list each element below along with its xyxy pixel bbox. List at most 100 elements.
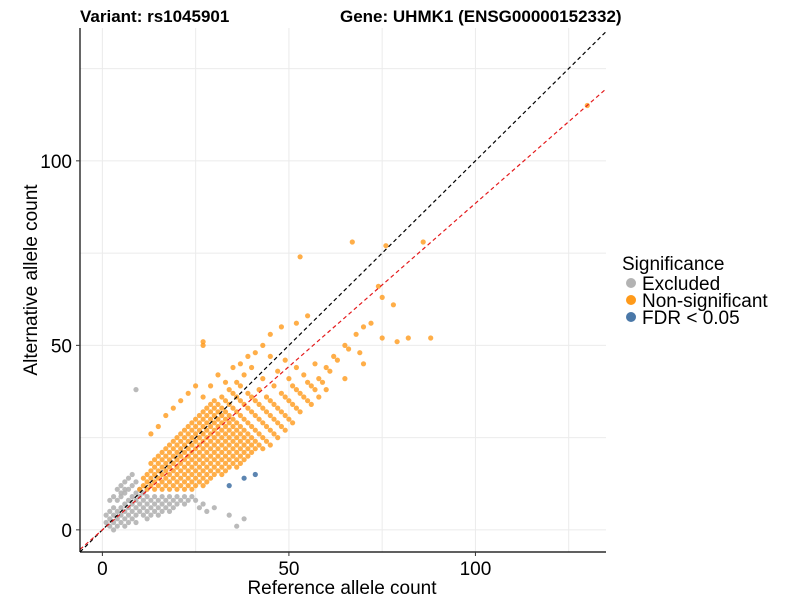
point-non-significant [249,423,255,430]
point-non-significant [222,416,229,422]
point-non-significant [249,394,255,400]
point-non-significant [234,435,240,441]
point-non-significant [226,464,232,470]
y-tick-label: 50 [51,336,72,357]
point-excluded [133,505,139,511]
point-non-significant [368,320,374,326]
point-non-significant [237,383,243,389]
point-non-significant [252,412,258,419]
point-non-significant [360,361,367,367]
point-non-significant [181,427,188,433]
point-non-significant [312,387,318,393]
point-non-significant [353,331,359,337]
point-non-significant [200,342,206,348]
point-excluded [122,501,128,507]
point-excluded [111,512,117,518]
point-non-significant [301,394,307,400]
legend-swatch-excluded [626,278,636,288]
legend-label-fdr: FDR < 0.05 [642,308,740,329]
point-non-significant [178,438,184,444]
point-excluded [129,483,135,489]
point-excluded [152,494,158,500]
point-non-significant [308,383,314,389]
point-non-significant [260,376,266,382]
point-excluded [111,505,117,511]
point-non-significant [174,457,180,463]
point-non-significant [159,449,165,455]
point-fdr-0-05 [252,471,258,478]
point-excluded [174,501,180,507]
point-excluded [241,516,247,522]
point-non-significant [204,427,210,433]
point-excluded [125,497,132,503]
point-excluded [137,501,143,507]
point-non-significant [140,475,146,481]
point-non-significant [282,394,288,400]
point-fdr-0-05 [226,483,232,489]
point-non-significant [286,416,292,422]
point-non-significant [144,486,150,492]
point-non-significant [181,435,188,441]
point-non-significant [323,387,329,393]
point-non-significant [178,431,184,437]
point-non-significant [193,431,199,437]
point-non-significant [200,416,206,422]
point-excluded [118,512,124,518]
point-excluded [226,512,232,518]
point-non-significant [185,431,191,437]
point-non-significant [159,486,165,492]
point-excluded [133,512,139,518]
point-non-significant [226,427,232,433]
point-non-significant [263,423,270,430]
point-excluded [114,497,120,503]
point-non-significant [189,435,195,441]
point-non-significant [346,346,352,352]
point-excluded [122,508,128,514]
point-non-significant [278,390,284,396]
point-excluded [125,512,132,518]
point-non-significant [152,471,158,478]
point-non-significant [208,475,214,481]
point-non-significant [275,420,281,426]
point-excluded [140,505,146,511]
point-non-significant [163,475,169,481]
point-non-significant [234,379,240,385]
point-non-significant [144,471,150,478]
point-excluded [103,519,109,526]
point-excluded [181,501,188,507]
point-non-significant [293,387,299,393]
point-non-significant [219,442,225,448]
point-non-significant [185,483,191,489]
point-non-significant [152,464,158,470]
point-non-significant [204,457,210,463]
point-non-significant [230,446,236,452]
y-axis-label: Alternative allele count [21,184,42,376]
point-excluded [107,516,113,522]
point-non-significant [234,427,240,433]
point-non-significant [196,427,202,433]
point-non-significant [360,324,367,330]
point-non-significant [193,453,199,459]
point-non-significant [420,239,426,245]
point-non-significant [152,457,158,463]
point-non-significant [237,460,243,466]
y-tick-label: 100 [40,152,72,173]
point-non-significant [181,486,188,492]
point-non-significant [234,449,240,455]
point-non-significant [215,431,221,437]
point-non-significant [170,405,176,411]
point-excluded [114,486,120,492]
point-non-significant [140,483,146,489]
point-non-significant [215,401,221,407]
point-non-significant [196,449,202,455]
legend-label-excluded: Excluded [642,274,720,295]
point-excluded [170,497,176,503]
point-non-significant [241,427,247,433]
point-non-significant [297,254,303,260]
point-non-significant [211,435,217,441]
point-non-significant [170,438,176,444]
point-non-significant [230,460,236,466]
point-non-significant [174,479,180,485]
point-excluded [159,494,165,500]
